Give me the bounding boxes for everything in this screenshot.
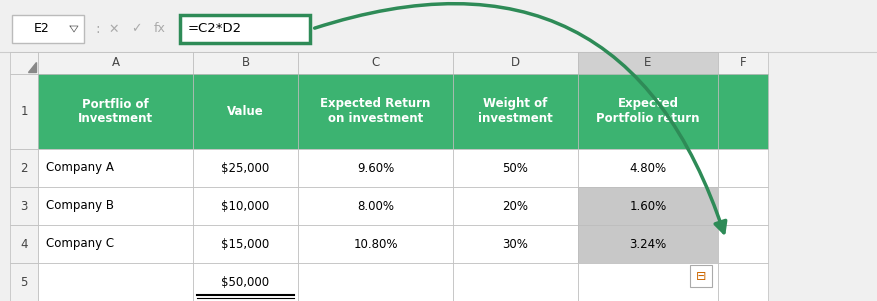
Bar bbox=[10, 149, 38, 187]
Bar bbox=[453, 74, 578, 149]
Text: 9.60%: 9.60% bbox=[357, 162, 394, 175]
Bar bbox=[298, 74, 453, 149]
Text: $15,000: $15,000 bbox=[221, 237, 269, 250]
Bar bbox=[38, 263, 193, 301]
Bar bbox=[12, 15, 84, 43]
Bar bbox=[10, 225, 38, 263]
Bar bbox=[718, 149, 768, 187]
Text: Expected
Portfolio return: Expected Portfolio return bbox=[596, 98, 700, 126]
Text: B: B bbox=[241, 57, 250, 70]
Text: $50,000: $50,000 bbox=[221, 275, 269, 288]
Text: 3.24%: 3.24% bbox=[630, 237, 667, 250]
Bar bbox=[193, 263, 298, 301]
Text: fx: fx bbox=[154, 23, 166, 36]
Bar bbox=[578, 263, 718, 301]
Bar bbox=[453, 225, 578, 263]
Text: 4: 4 bbox=[20, 237, 28, 250]
Bar bbox=[10, 263, 38, 301]
Text: 4.80%: 4.80% bbox=[630, 162, 667, 175]
Bar bbox=[578, 52, 718, 74]
Bar bbox=[0, 0, 877, 52]
Text: 50%: 50% bbox=[503, 162, 529, 175]
Text: Company C: Company C bbox=[46, 237, 114, 250]
Bar bbox=[193, 187, 298, 225]
Text: ✕: ✕ bbox=[109, 23, 119, 36]
Text: Company A: Company A bbox=[46, 162, 114, 175]
Text: F: F bbox=[739, 57, 746, 70]
Bar bbox=[298, 263, 453, 301]
Bar bbox=[578, 149, 718, 187]
Text: 10.80%: 10.80% bbox=[353, 237, 398, 250]
Bar bbox=[298, 187, 453, 225]
Bar bbox=[718, 187, 768, 225]
Text: $10,000: $10,000 bbox=[221, 200, 269, 213]
Bar bbox=[578, 74, 718, 149]
Text: Portflio of
Investment: Portflio of Investment bbox=[78, 98, 153, 126]
Text: A: A bbox=[111, 57, 119, 70]
Text: $25,000: $25,000 bbox=[221, 162, 269, 175]
Text: :: : bbox=[96, 22, 100, 36]
Text: Company B: Company B bbox=[46, 200, 114, 213]
Bar bbox=[38, 187, 193, 225]
Bar bbox=[718, 74, 768, 149]
Bar bbox=[298, 52, 453, 74]
Bar bbox=[10, 52, 38, 74]
Bar bbox=[298, 225, 453, 263]
Text: 1: 1 bbox=[20, 105, 28, 118]
Bar bbox=[718, 263, 768, 301]
Bar bbox=[38, 52, 193, 74]
Text: 8.00%: 8.00% bbox=[357, 200, 394, 213]
Bar bbox=[38, 74, 193, 149]
Bar bbox=[578, 225, 718, 263]
Bar bbox=[193, 52, 298, 74]
Text: 2: 2 bbox=[20, 162, 28, 175]
Bar bbox=[193, 149, 298, 187]
Text: =C2*D2: =C2*D2 bbox=[188, 23, 242, 36]
Text: E: E bbox=[645, 57, 652, 70]
Text: ⊟: ⊟ bbox=[695, 269, 706, 283]
Bar bbox=[38, 149, 193, 187]
Text: Weight of
investment: Weight of investment bbox=[478, 98, 553, 126]
Text: D: D bbox=[511, 57, 520, 70]
Bar bbox=[298, 149, 453, 187]
Text: 1.60%: 1.60% bbox=[630, 200, 667, 213]
Text: 30%: 30% bbox=[503, 237, 529, 250]
Bar bbox=[718, 52, 768, 74]
Bar bbox=[453, 149, 578, 187]
Bar bbox=[10, 187, 38, 225]
Bar bbox=[180, 15, 310, 43]
Bar bbox=[578, 187, 718, 225]
Bar bbox=[193, 74, 298, 149]
Bar bbox=[453, 52, 578, 74]
Bar bbox=[38, 225, 193, 263]
Polygon shape bbox=[28, 62, 36, 72]
Text: C: C bbox=[371, 57, 380, 70]
Bar bbox=[193, 225, 298, 263]
Bar bbox=[453, 263, 578, 301]
Text: 20%: 20% bbox=[503, 200, 529, 213]
Bar bbox=[10, 74, 38, 149]
Text: 3: 3 bbox=[20, 200, 28, 213]
Text: Expected Return
on investment: Expected Return on investment bbox=[320, 98, 431, 126]
Text: E2: E2 bbox=[34, 23, 50, 36]
Bar bbox=[453, 187, 578, 225]
Text: Value: Value bbox=[227, 105, 264, 118]
Text: ✓: ✓ bbox=[131, 23, 141, 36]
Text: 5: 5 bbox=[20, 275, 28, 288]
Bar bbox=[718, 225, 768, 263]
Bar bbox=[690, 265, 712, 287]
